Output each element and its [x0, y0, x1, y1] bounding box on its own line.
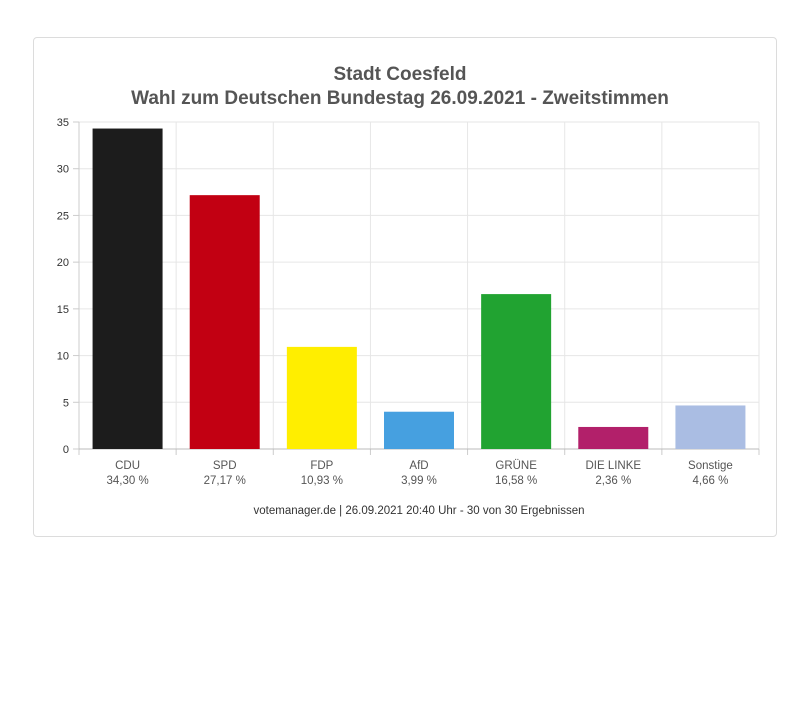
x-tick-label: AfD [409, 460, 428, 472]
chart-title: Stadt Coesfeld [333, 64, 467, 85]
value-label: 4,66 % [693, 475, 729, 487]
x-tick-label: Sonstige [688, 460, 733, 472]
y-tick-label: 10 [57, 351, 69, 363]
x-tick-label: GRÜNE [495, 460, 537, 472]
y-tick-label: 0 [63, 444, 69, 456]
bar-afd[interactable] [384, 411, 454, 449]
y-tick-label: 25 [57, 210, 69, 222]
y-tick-label: 35 [57, 117, 69, 129]
y-tick-label: 5 [63, 397, 69, 409]
value-label: 3,99 % [401, 475, 437, 487]
x-tick-label: CDU [115, 460, 140, 472]
y-tick-label: 30 [57, 164, 69, 176]
x-tick-label: FDP [310, 460, 333, 472]
x-tick-label: SPD [213, 460, 237, 472]
y-tick-label: 20 [57, 257, 69, 269]
value-label: 27,17 % [204, 475, 246, 487]
bar-fdp[interactable] [286, 346, 357, 449]
x-tick-label: DIE LINKE [585, 460, 641, 472]
value-label: 34,30 % [106, 475, 148, 487]
chart-footer: votemanager.de | 26.09.2021 20:40 Uhr - … [254, 505, 585, 517]
bar-die-linke[interactable] [578, 426, 649, 449]
chart-subtitle: Wahl zum Deutschen Bundestag 26.09.2021 … [131, 88, 669, 109]
bar-grüne[interactable] [481, 294, 552, 449]
bar-sonstige[interactable] [675, 405, 746, 449]
bar-cdu[interactable] [92, 128, 163, 450]
y-tick-label: 15 [57, 304, 69, 316]
bar-spd[interactable] [189, 195, 260, 449]
value-label: 16,58 % [495, 475, 537, 487]
value-label: 10,93 % [301, 475, 343, 487]
value-label: 2,36 % [595, 475, 631, 487]
